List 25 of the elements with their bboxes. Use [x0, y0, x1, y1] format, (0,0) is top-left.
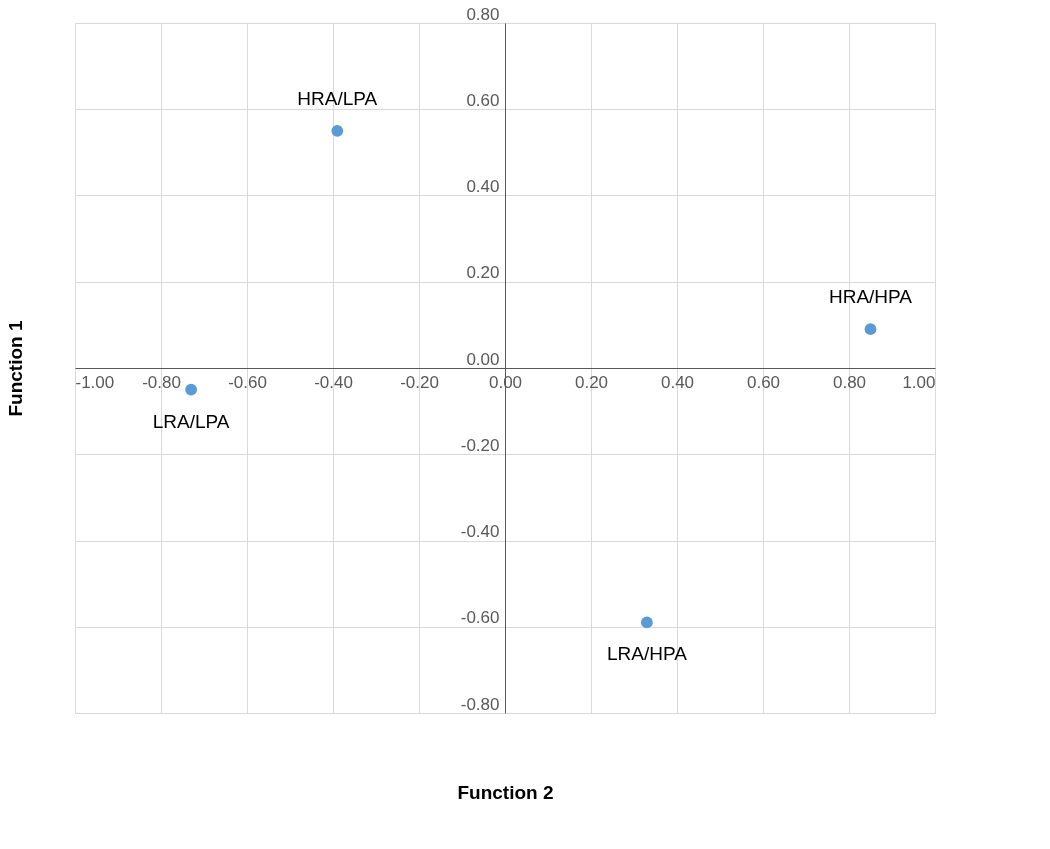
x-tick-label: -0.60: [228, 372, 267, 392]
y-tick-label: -0.40: [460, 522, 500, 541]
x-tick-label: -0.20: [400, 372, 439, 392]
x-tick-label: 0.20: [574, 372, 609, 392]
y-tick-label: 0.20: [466, 263, 500, 283]
y-tick-label: -0.80: [460, 694, 500, 714]
y-tick-label: 0.00: [466, 349, 500, 369]
x-tick-label: -0.40: [314, 372, 353, 392]
annotation: HRA/LPA: [297, 87, 378, 109]
x-tick-label: -0.80: [142, 372, 181, 392]
y-tick-label: -0.20: [460, 435, 500, 455]
x-tick-label: -1.00: [75, 372, 115, 392]
x-tick-label: 0.40: [660, 372, 695, 392]
y-tick-label: 0.80: [466, 4, 500, 24]
y-tick-label: 0.60: [466, 90, 500, 110]
x-tick-label: 0.60: [746, 372, 781, 392]
y-axis-title: Function 1: [4, 320, 26, 417]
x-axis-title: Function 2: [457, 781, 554, 803]
annotation: HRA/HPA: [828, 286, 913, 308]
y-tick-label: -0.60: [460, 608, 500, 628]
x-tick-label: 0.80: [832, 372, 867, 392]
annotation: LRA/HPA: [606, 643, 688, 665]
y-tick-label: 0.40: [466, 177, 500, 196]
x-tick-label: 1.00: [902, 372, 936, 392]
annotation: LRA/LPA: [152, 410, 230, 432]
